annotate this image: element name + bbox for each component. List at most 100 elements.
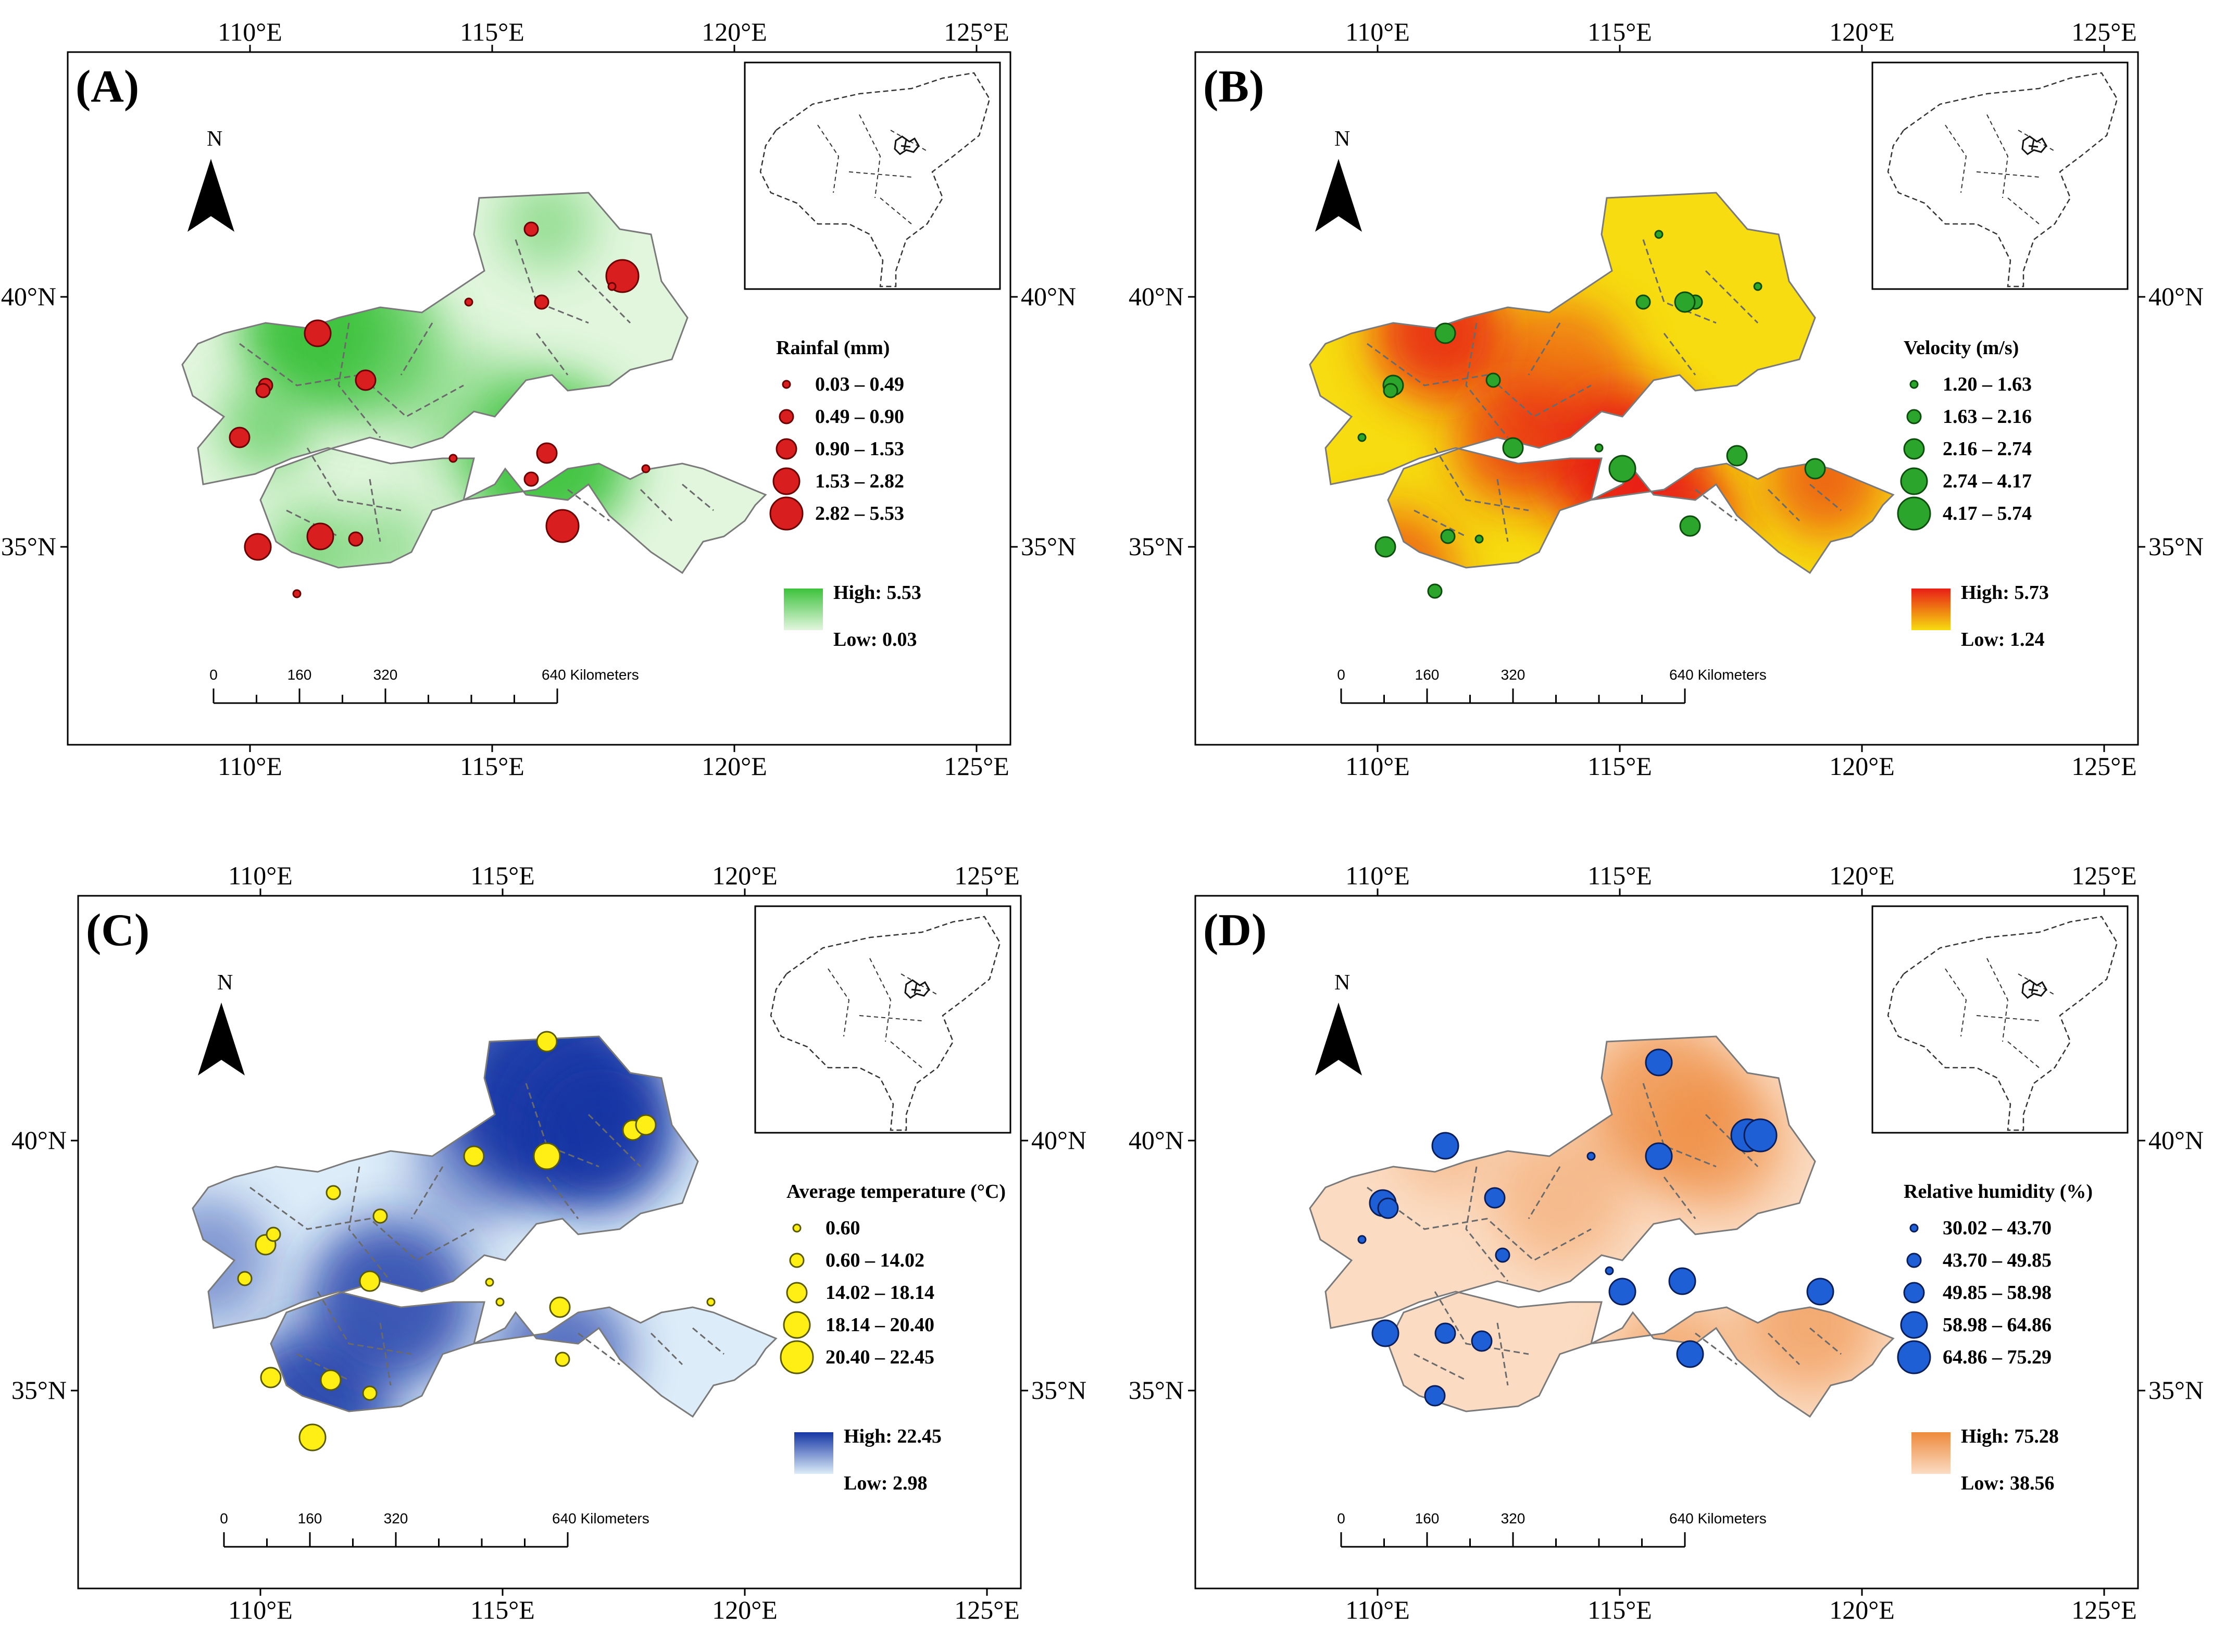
lat-label-right: 40°N xyxy=(2148,282,2204,311)
station-marker xyxy=(1608,455,1636,483)
legend: Average temperature (°C) 0.60 0.60 – 14.02… xyxy=(780,1181,1006,1494)
legend-title: Average temperature (°C) xyxy=(786,1181,1006,1203)
scale-label: 640 Kilometers xyxy=(552,1510,649,1526)
station-marker xyxy=(523,221,539,237)
station-marker xyxy=(1377,1197,1399,1219)
station-marker xyxy=(1743,1118,1778,1153)
station-marker xyxy=(320,1369,342,1391)
legend-symbol xyxy=(789,1253,805,1268)
lat-label-left: 35°N xyxy=(11,1375,67,1405)
lat-label-left: 35°N xyxy=(1129,1375,1184,1405)
lat-label-right: 40°N xyxy=(2148,1125,2204,1155)
station-marker xyxy=(244,533,272,561)
station-marker xyxy=(1645,1048,1673,1077)
inset-locator-map xyxy=(744,61,1001,290)
scale-label: 160 xyxy=(287,667,312,683)
legend-high-label: High: 75.28 xyxy=(1961,1425,2059,1447)
station-marker xyxy=(464,297,473,307)
station-marker xyxy=(555,1351,570,1367)
station-markers xyxy=(1357,230,1826,599)
lon-label-bottom: 115°E xyxy=(470,1595,535,1624)
scale-label: 160 xyxy=(1415,667,1440,683)
legend-symbol xyxy=(782,380,791,389)
legend-symbol xyxy=(779,409,794,424)
legend-class-label: 1.20 – 1.63 xyxy=(1943,373,2032,395)
surface-hotspot xyxy=(219,380,312,474)
inset-frame xyxy=(1871,61,2129,290)
station-marker xyxy=(1605,1266,1614,1275)
station-marker xyxy=(485,1278,494,1287)
station-marker xyxy=(326,1185,341,1200)
lat-label-left: 40°N xyxy=(1,282,56,311)
panel-label: (A) xyxy=(76,61,139,112)
station-marker xyxy=(1357,433,1367,442)
legend-title: Velocity (m/s) xyxy=(1904,337,2019,359)
station-marker xyxy=(1357,1235,1367,1244)
north-label: N xyxy=(1334,971,1350,995)
legend-symbol xyxy=(786,1282,808,1304)
surface-hotspot xyxy=(266,505,359,573)
lat-label-left: 40°N xyxy=(11,1125,67,1155)
station-marker xyxy=(255,383,271,398)
inset-frame xyxy=(1871,905,2129,1134)
station-marker xyxy=(549,1296,571,1318)
legend-color-ramp xyxy=(784,589,823,630)
lon-label-top: 120°E xyxy=(702,17,767,46)
inset-frame xyxy=(744,61,1001,290)
lon-label-bottom: 120°E xyxy=(1829,1595,1895,1624)
inset-locator-map xyxy=(754,905,1011,1134)
legend-color-ramp xyxy=(1911,589,1951,630)
station-marker xyxy=(545,509,580,543)
lat-label-right: 40°N xyxy=(1021,282,1076,311)
surface-hotspot xyxy=(1648,1073,1784,1208)
station-marker xyxy=(1484,1187,1506,1209)
lat-label-right: 35°N xyxy=(2148,1375,2204,1405)
legend-symbol xyxy=(1897,496,1931,531)
legend-low-label: Low: 0.03 xyxy=(833,629,917,650)
lat-label-right: 35°N xyxy=(2148,532,2204,561)
station-marker xyxy=(1427,583,1443,599)
lon-label-top: 120°E xyxy=(1829,17,1895,46)
legend-symbol xyxy=(1903,1282,1925,1304)
station-marker xyxy=(1635,294,1651,310)
legend-high-label: High: 5.73 xyxy=(1961,582,2049,604)
scale-label: 320 xyxy=(384,1510,408,1526)
station-marker xyxy=(292,589,302,598)
station-marker xyxy=(641,464,651,473)
legend-high-label: High: 22.45 xyxy=(844,1425,942,1447)
legend-symbol xyxy=(769,496,804,531)
legend-symbol xyxy=(780,1340,814,1374)
station-marker xyxy=(1594,443,1604,453)
station-markers xyxy=(237,1031,716,1451)
legend-class-label: 0.60 – 14.02 xyxy=(826,1249,924,1271)
legend: Velocity (m/s) 1.20 – 1.63 1.63 – 2.16 2.16… xyxy=(1897,337,2049,650)
station-marker xyxy=(1383,383,1398,398)
lon-label-bottom: 110°E xyxy=(228,1595,293,1624)
station-markers xyxy=(1357,1048,1834,1407)
map-panel-a: (A) N 110°E 110°E 115°E 115°E 120°E 120°E 125°E 1… xyxy=(1,17,1076,781)
inset-locator-map xyxy=(1871,61,2129,290)
scale-label: 0 xyxy=(1337,667,1345,683)
legend-low-label: Low: 38.56 xyxy=(1961,1472,2054,1494)
legend-symbol xyxy=(1909,380,1919,389)
legend-class-label: 2.74 – 4.17 xyxy=(1943,470,2032,492)
station-marker xyxy=(1804,458,1826,480)
station-marker xyxy=(1431,1132,1459,1160)
lat-label-left: 40°N xyxy=(1129,282,1184,311)
scale-label: 0 xyxy=(1337,1510,1345,1526)
lon-label-top: 115°E xyxy=(460,17,524,46)
surface-hotspot xyxy=(1492,1130,1628,1266)
station-marker xyxy=(1434,1322,1456,1344)
legend-class-label: 2.82 – 5.53 xyxy=(815,503,904,524)
station-marker xyxy=(1474,534,1484,544)
lon-label-top: 115°E xyxy=(470,861,535,890)
north-arrow-icon: N xyxy=(1315,971,1362,1075)
lon-label-top: 120°E xyxy=(1829,861,1895,890)
station-marker xyxy=(448,454,458,463)
lon-label-bottom: 125°E xyxy=(2071,752,2137,781)
station-marker xyxy=(1471,1330,1493,1352)
station-marker xyxy=(348,531,364,547)
legend-symbol xyxy=(772,467,801,495)
legend-class-label: 43.70 – 49.85 xyxy=(1943,1249,2052,1271)
station-marker xyxy=(607,282,617,291)
